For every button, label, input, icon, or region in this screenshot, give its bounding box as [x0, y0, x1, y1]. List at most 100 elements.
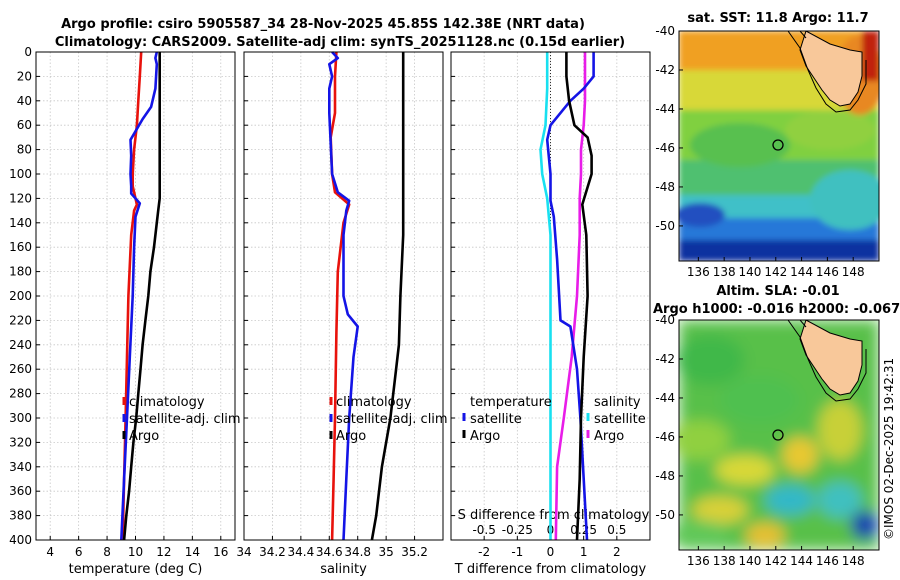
axes-frame [450, 51, 651, 541]
legend-label: Argo [470, 429, 500, 444]
map-y-tick-label: -42 [655, 352, 675, 366]
x-tick-label: 34.6 [316, 545, 343, 559]
y-tick-label: 80 [17, 143, 32, 157]
legend-title-temperature: temperature [470, 395, 552, 410]
y-tick-label: 400 [9, 533, 32, 547]
x-tick-label: 1 [580, 545, 588, 559]
x-axis-label: T difference from climatology [454, 562, 647, 577]
x-axis-label: salinity [320, 562, 367, 577]
map-x-tick-label: 138 [713, 265, 736, 279]
y-tick-label: 260 [9, 362, 32, 376]
map-x-tick-label: 142 [764, 554, 787, 568]
map-x-tick-label: 146 [816, 554, 839, 568]
difference-panel: -2 -1 0 1 2 T difference from climatology S di… [450, 51, 651, 577]
sst-mainland [792, 31, 807, 39]
y-tick-label: 0 [24, 45, 32, 59]
map-y-tick-label: -44 [655, 102, 675, 116]
y-tick-label: 180 [9, 265, 32, 279]
legend-label: Argo [336, 429, 366, 444]
y-tick-label: 320 [9, 435, 32, 449]
s-tick-label: -0.25 [502, 523, 533, 537]
s-tick-label: 0.25 [570, 523, 597, 537]
legend-label: climatology [129, 395, 205, 410]
sst-argo-marker [772, 139, 784, 151]
x-tick-label: 4 [46, 545, 54, 559]
map-x-tick-label: 144 [790, 554, 813, 568]
y-tick-label: 300 [9, 411, 32, 425]
legend-label: climatology [336, 395, 412, 410]
s-tick-label: -0.5 [472, 523, 495, 537]
x-tick-label: 10 [128, 545, 143, 559]
map-y-tick-label: -46 [655, 141, 675, 155]
map-y-tick-label: -50 [655, 508, 675, 522]
sst-shelf-contour [787, 31, 867, 113]
x-tick-label: 6 [75, 545, 83, 559]
x-tick-label: 0 [547, 545, 555, 559]
map-x-tick-label: 144 [790, 265, 813, 279]
temperature-panel: 0 20 40 60 80 100 120 140 160 180 200 220 240 260 280 3… [9, 45, 241, 577]
map-y-tick-label: -46 [655, 430, 675, 444]
y-tick-label: 240 [9, 338, 32, 352]
map-x-tick-label: 136 [687, 554, 710, 568]
y-tick-label: 360 [9, 484, 32, 498]
figure-title-line1: Argo profile: csiro 5905587_34 28-Nov-20… [61, 17, 585, 32]
sla-argo-marker [772, 429, 784, 441]
series-line-satellite-adj-clim [327, 51, 360, 541]
x-tick-label: 34.8 [344, 545, 371, 559]
series-line-temperature-argo [545, 52, 595, 541]
map-x-tick-label: 140 [739, 265, 762, 279]
s-axis-label: S difference from climatology [458, 508, 650, 523]
y-tick-label: 340 [9, 460, 32, 474]
sst-map-title: sat. SST: 11.8 Argo: 11.7 [687, 11, 868, 26]
legend-label: Argo [129, 429, 159, 444]
map-x-tick-label: 148 [842, 554, 865, 568]
axes-frame [243, 51, 444, 541]
y-tick-label: 200 [9, 289, 32, 303]
sst-map-panel: sat. SST: 11.8 Argo: 11.7 [655, 11, 880, 279]
x-tick-label: -1 [511, 545, 523, 559]
map-y-tick-label: -44 [655, 391, 675, 405]
series-line-salinity-argo [565, 52, 593, 541]
x-tick-label: 34.2 [259, 545, 286, 559]
x-tick-label: 35 [379, 545, 394, 559]
sla-mainland [792, 320, 807, 328]
axes-frame [35, 51, 236, 541]
map-x-tick-label: 138 [713, 554, 736, 568]
legend-label: satellite-adj. clim [129, 412, 241, 427]
x-tick-label: 14 [185, 545, 200, 559]
legend-label: satellite-adj. clim [336, 412, 448, 427]
y-tick-label: 140 [9, 216, 32, 230]
figure-title-line2: Climatology: CARS2009. Satellite-adj cli… [55, 35, 625, 50]
y-tick-label: 380 [9, 509, 32, 523]
map-x-tick-label: 148 [842, 265, 865, 279]
legend-label: satellite [470, 412, 522, 427]
map-x-tick-label: 140 [739, 554, 762, 568]
salinity-panel: 34 34.2 34.4 34.6 34.8 35 35.2 salinity climatol… [236, 51, 448, 577]
x-tick-label: 34 [236, 545, 251, 559]
y-tick-label: 120 [9, 191, 32, 205]
map-y-tick-label: -40 [655, 313, 675, 327]
map-y-tick-label: -48 [655, 469, 675, 483]
x-tick-label: 12 [156, 545, 171, 559]
series-line-satellite-adj-clim [120, 51, 159, 541]
y-tick-label: 100 [9, 167, 32, 181]
sla-map-title: Altim. SLA: -0.01 [716, 284, 839, 299]
legend-title-salinity: salinity [594, 395, 641, 410]
legend-label: satellite [594, 412, 646, 427]
y-tick-label: 20 [17, 69, 32, 83]
map-x-tick-label: 146 [816, 265, 839, 279]
x-tick-label: 16 [213, 545, 228, 559]
imos-watermark: ©IMOS 02-Dec-2025 19:42:31 [882, 358, 896, 540]
series-line-temperature-satellite [539, 52, 552, 540]
x-tick-label: -2 [478, 545, 490, 559]
x-tick-label: 34.4 [287, 545, 314, 559]
y-tick-label: 40 [17, 94, 32, 108]
map-y-tick-label: -48 [655, 180, 675, 194]
sla-map-subtitle: Argo h1000: -0.016 h2000: -0.067 [653, 302, 900, 317]
x-tick-label: 35.2 [401, 545, 428, 559]
x-axis-label: temperature (deg C) [69, 562, 203, 577]
map-x-tick-label: 136 [687, 265, 710, 279]
x-tick-label: 2 [613, 545, 621, 559]
series-line-argo [370, 52, 405, 541]
map-x-tick-label: 142 [764, 265, 787, 279]
